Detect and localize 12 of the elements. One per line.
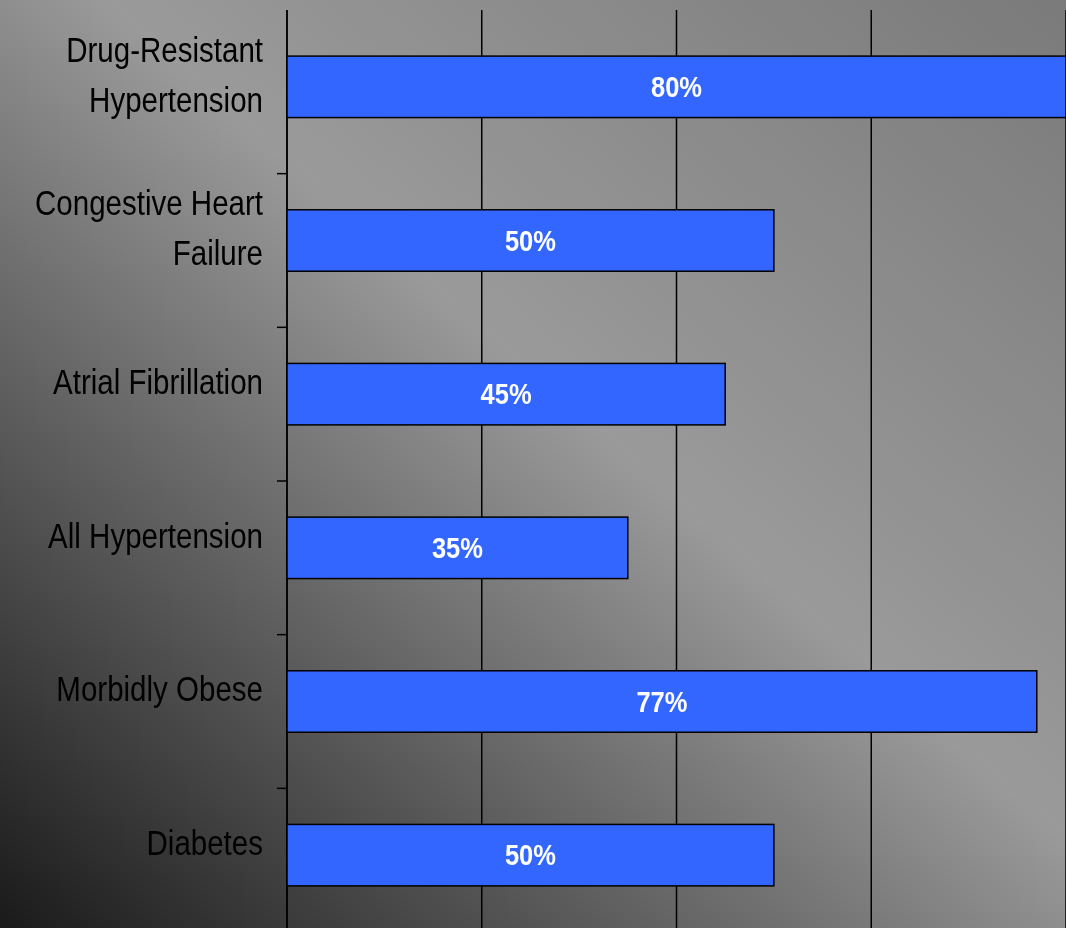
y-tick-label: All Hypertension [48, 515, 263, 556]
data-label: 45% [480, 377, 532, 411]
data-label: 77% [636, 684, 688, 719]
data-label: 35% [431, 531, 484, 565]
y-tick-label: Diabetes [146, 822, 263, 863]
y-tick-label: Morbidly Obese [56, 668, 263, 710]
data-label: 80% [650, 70, 703, 104]
data-label: 50% [504, 223, 557, 258]
y-tick-label: Drug-Resistant Hypertension [66, 29, 263, 120]
y-tick-label: Atrial Fibrillation [53, 361, 263, 402]
y-tick-label: Congestive Heart Failure [35, 182, 263, 274]
data-label: 50% [504, 838, 557, 872]
